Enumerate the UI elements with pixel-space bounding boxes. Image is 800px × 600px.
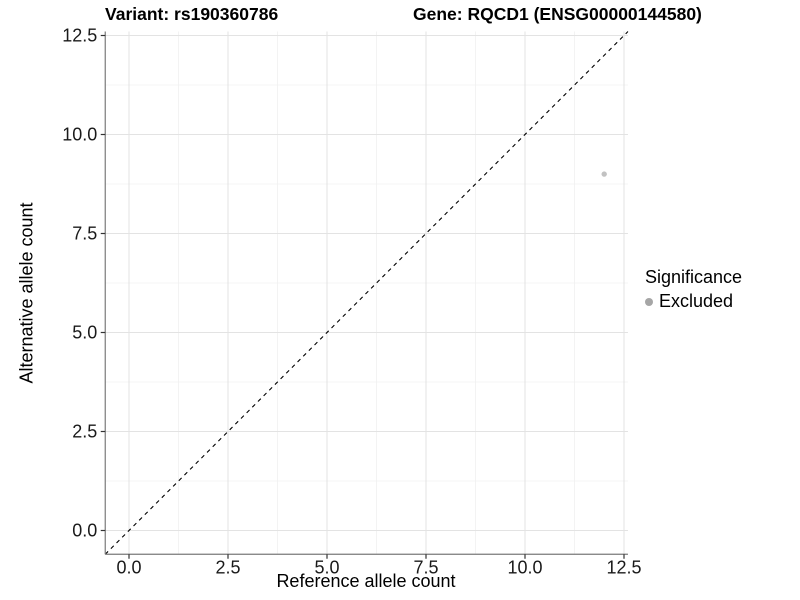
- y-tick-label: 10.0: [62, 125, 97, 145]
- legend: Significance Excluded: [645, 267, 742, 312]
- y-tick-label: 7.5: [72, 224, 97, 244]
- y-axis-title: Alternative allele count: [16, 202, 37, 384]
- y-tick-label: 0.0: [72, 521, 97, 541]
- legend-title: Significance: [645, 267, 743, 287]
- plot-title-variant: Variant: rs190360786: [105, 4, 279, 24]
- y-tick-label: 5.0: [72, 323, 97, 343]
- x-tick-label: 12.5: [606, 557, 641, 577]
- x-tick-label: 2.5: [215, 557, 240, 577]
- x-tick-label: 10.0: [507, 557, 542, 577]
- legend-item-label: Excluded: [659, 291, 734, 311]
- x-tick-label: 7.5: [413, 557, 438, 577]
- x-axis-title: Reference allele count: [276, 571, 456, 591]
- legend-item-excluded: Excluded: [645, 291, 742, 312]
- x-tick-label: 0.0: [116, 557, 141, 577]
- identity-dashed-line: [104, 31, 629, 555]
- y-tick-label: 2.5: [72, 422, 97, 442]
- legend-point-icon: [645, 297, 653, 306]
- y-tick-label: 12.5: [62, 26, 97, 46]
- data-point-excluded: [601, 171, 607, 177]
- x-tick-label: 5.0: [314, 557, 339, 577]
- plot-title-gene: Gene: RQCD1 (ENSG00000144580): [413, 4, 702, 24]
